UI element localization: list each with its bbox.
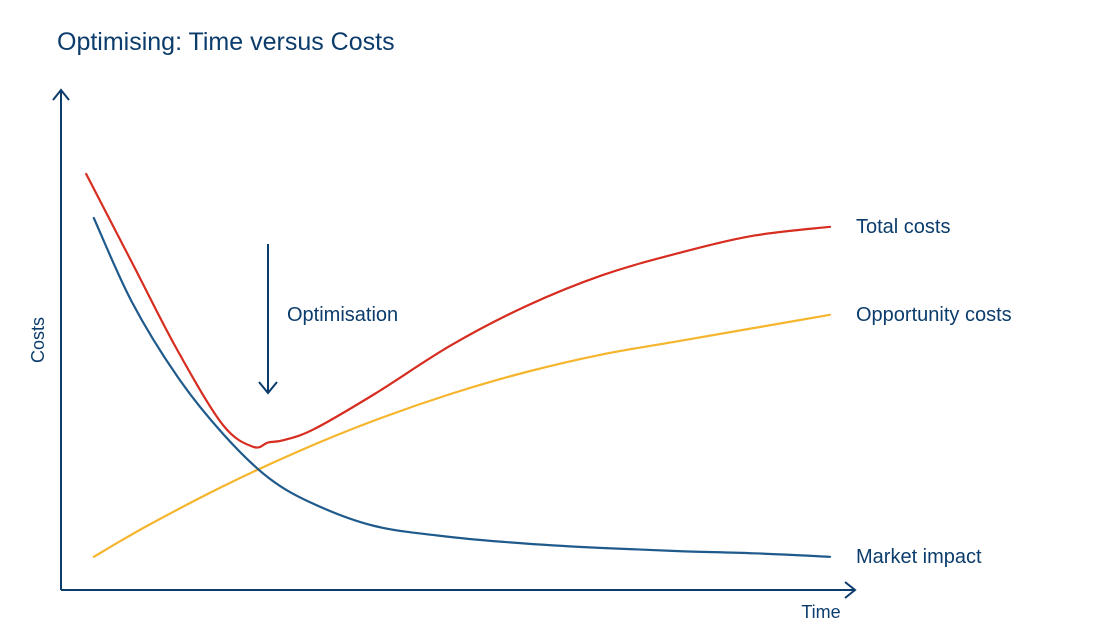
optimisation-label: Optimisation bbox=[287, 304, 398, 326]
series-label-total-costs: Total costs bbox=[856, 216, 950, 238]
series-label-market-impact: Market impact bbox=[856, 546, 982, 568]
series-layer bbox=[85, 172, 832, 558]
series-label-opportunity-costs: Opportunity costs bbox=[856, 304, 1012, 326]
series-label-layer: Total costs Opportunity costs Market impac… bbox=[856, 216, 1012, 568]
series-line-total-costs bbox=[85, 172, 832, 449]
y-axis-arrow-icon bbox=[52, 88, 70, 101]
x-axis-label: Time bbox=[801, 602, 840, 622]
series-line-market-impact bbox=[92, 216, 832, 558]
chart-title: Optimising: Time versus Costs bbox=[57, 28, 395, 56]
series-line-opportunity-costs bbox=[92, 313, 832, 558]
optimisation-arrowhead-icon bbox=[258, 381, 278, 395]
y-axis-label: Costs bbox=[28, 317, 48, 363]
x-axis-arrow-icon bbox=[844, 581, 857, 599]
